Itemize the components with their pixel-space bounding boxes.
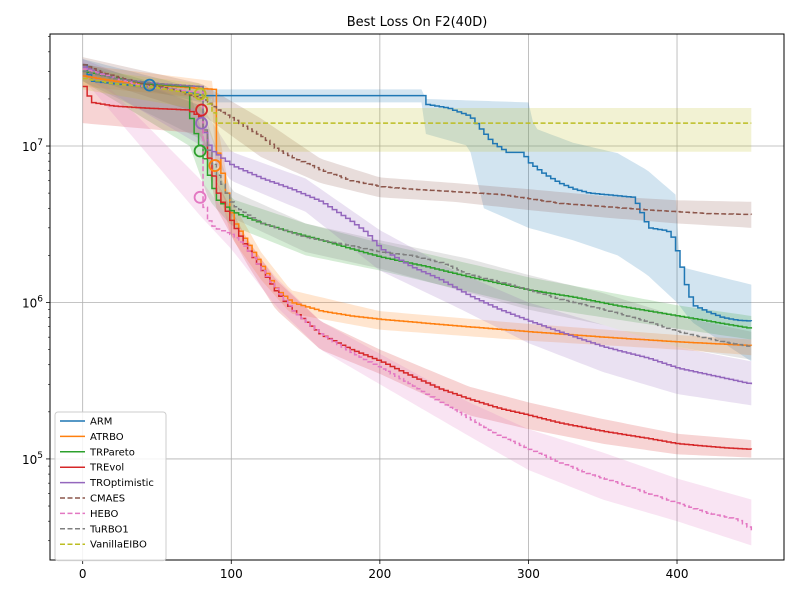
legend-label: TROptimistic: [89, 478, 154, 489]
band-vanillaeibo: [82, 69, 752, 152]
legend-label: TRPareto: [89, 447, 135, 458]
series-line-vanillaeibo: [82, 77, 752, 124]
marker-troptimistic: [195, 116, 208, 130]
band-troptimistic: [82, 58, 752, 406]
y-tick-label: 105: [22, 451, 43, 467]
grid: [50, 34, 784, 560]
legend-label: TREvol: [89, 463, 124, 474]
series-line-cmaes: [82, 64, 753, 216]
band-cmaes: [82, 57, 752, 228]
marker-vanillaeibo: [193, 87, 207, 101]
legend-label: ATRBO: [90, 432, 124, 443]
x-axis-ticks: 0 100 200 300 400: [79, 560, 689, 581]
legend-label: TuRBO1: [89, 524, 129, 535]
band-trevol: [82, 71, 752, 458]
legend-label: HEBO: [90, 509, 119, 520]
confidence-bands: [82, 57, 752, 546]
y-axis-ticks: 105 106 107: [22, 36, 50, 542]
marker-trpareto: [193, 144, 207, 158]
x-tick-label: 200: [368, 567, 391, 581]
legend-label: CMAES: [90, 494, 125, 505]
band-arm: [82, 58, 752, 362]
legend-box: [54, 411, 167, 562]
marker-arm: [143, 78, 156, 92]
legend: ARM ATRBO TRPareto TREvol TROptimistic CMAES H…: [54, 411, 167, 562]
band-hebo: [82, 60, 752, 546]
legend-label: ARM: [90, 417, 112, 428]
x-tick-label: 300: [517, 567, 540, 581]
series-line-atrbo: [82, 75, 753, 347]
marker-atrbo: [208, 159, 222, 172]
marker-hebo: [193, 190, 207, 204]
series-line-hebo: [82, 68, 753, 531]
series-line-troptimistic: [82, 66, 753, 385]
series-line-trpareto: [82, 70, 753, 329]
x-tick-label: 100: [220, 567, 243, 581]
band-turbo1: [82, 62, 752, 360]
legend-label: VanillaEIBO: [90, 540, 147, 551]
x-tick-label: 0: [79, 567, 87, 581]
y-tick-label: 106: [22, 294, 43, 310]
series-line-trevol: [82, 85, 753, 450]
x-tick-label: 400: [666, 567, 689, 581]
marker-trevol: [195, 103, 208, 117]
chart-title: Best Loss On F2(40D): [347, 15, 488, 30]
series-lines: [82, 64, 753, 531]
y-tick-label: 107: [22, 138, 43, 154]
series-markers: [143, 78, 222, 204]
series-line-turbo1: [82, 70, 753, 347]
plot-frame: [49, 33, 785, 561]
